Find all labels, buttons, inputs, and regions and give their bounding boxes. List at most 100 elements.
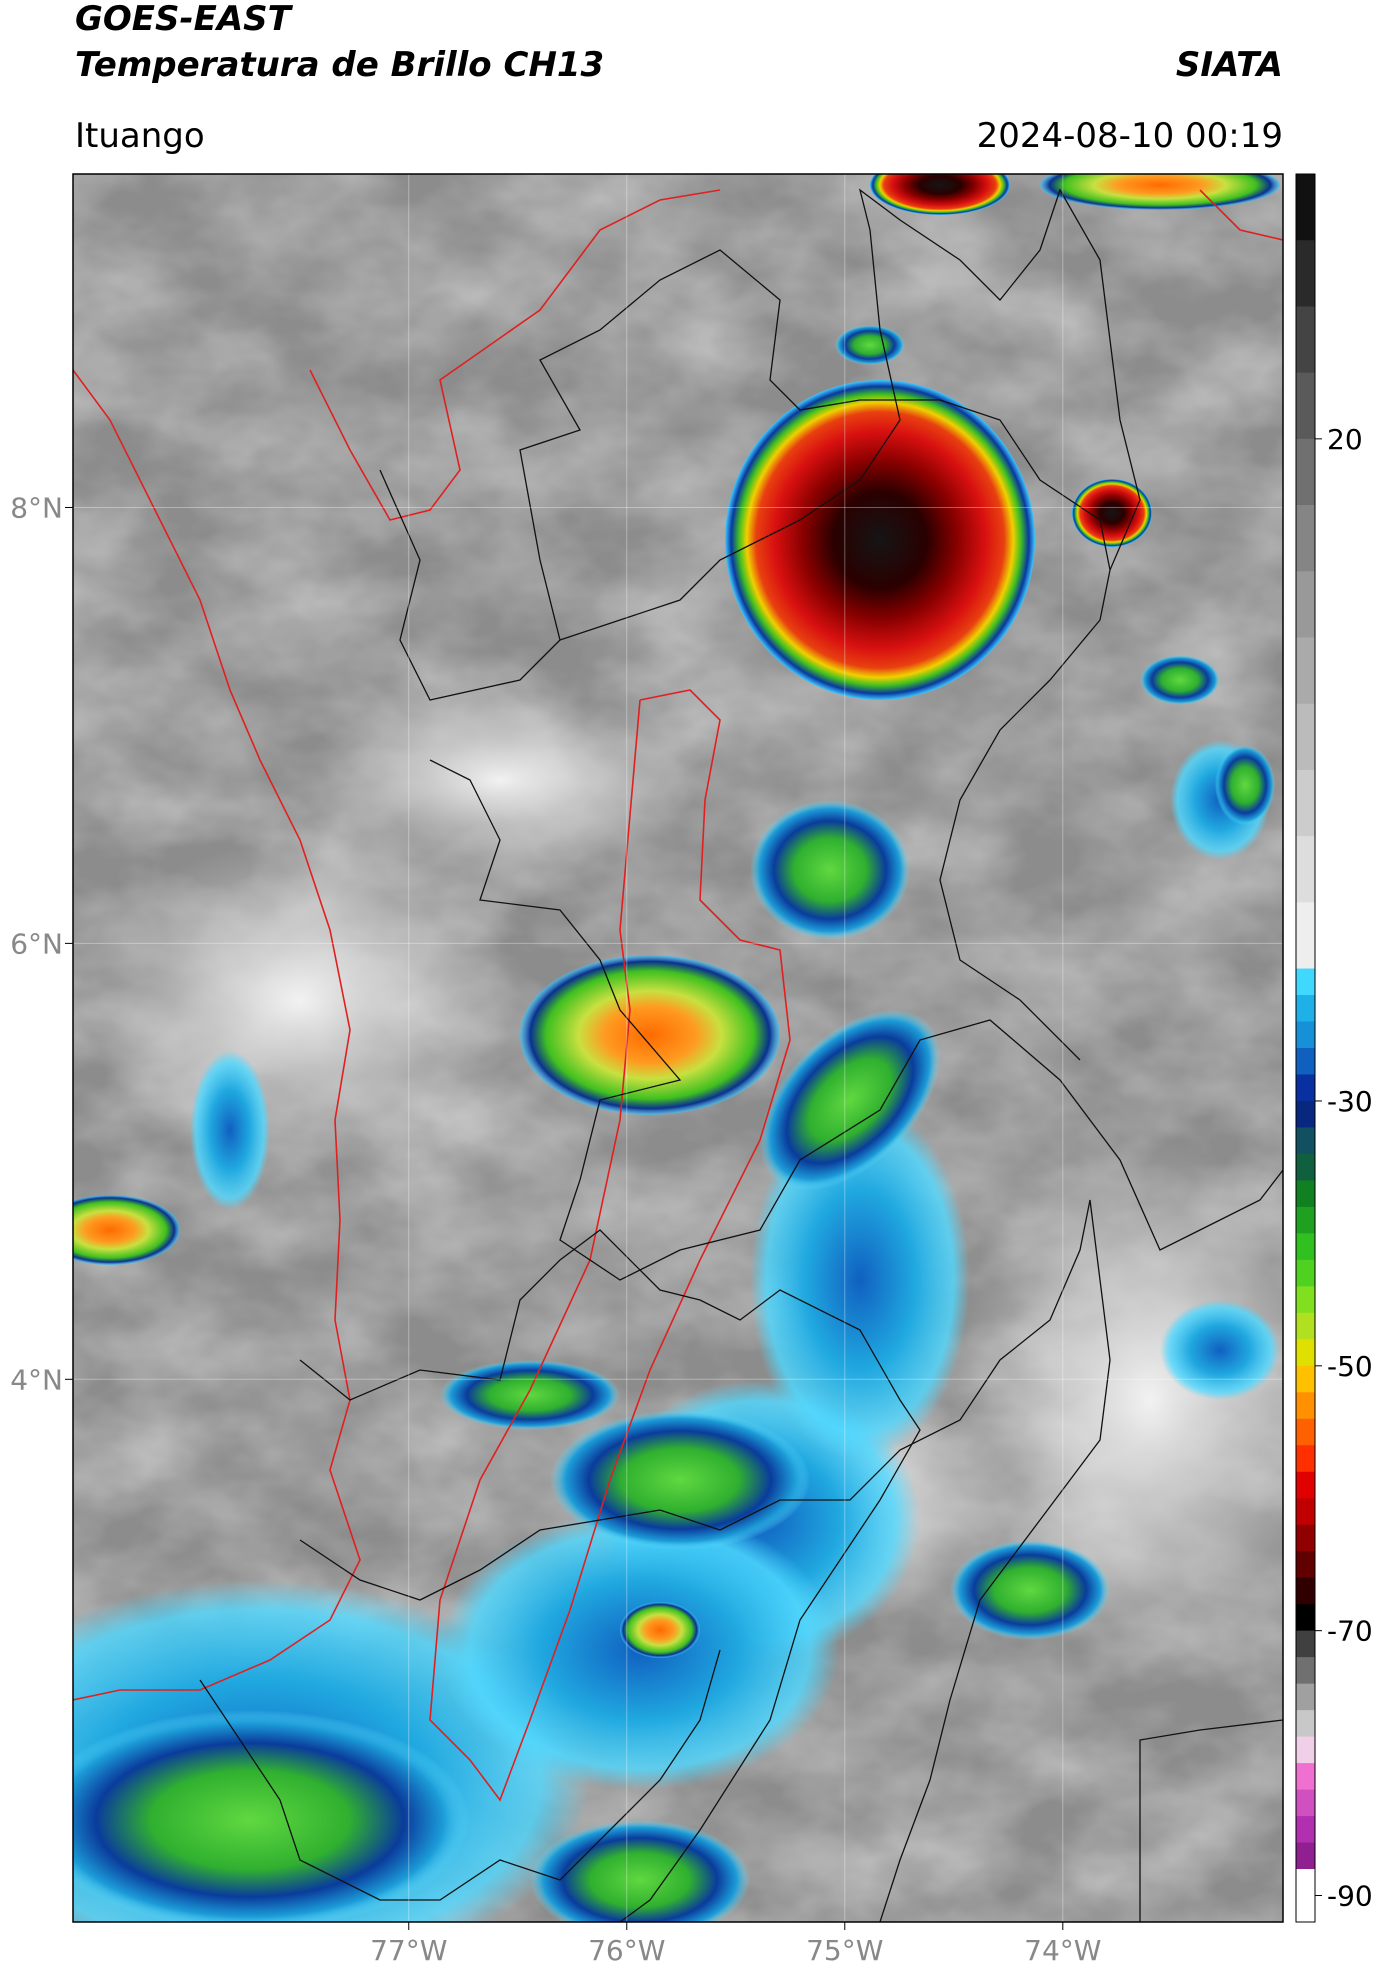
colorbar-band <box>1296 1048 1315 1075</box>
colorbar-band <box>1296 1021 1315 1049</box>
cloud <box>1140 655 1220 705</box>
storm <box>73 1195 180 1265</box>
cloud <box>73 1710 470 1922</box>
colorbar-band <box>1296 836 1315 903</box>
cloud <box>750 800 910 940</box>
storm <box>620 1602 700 1658</box>
colorbar-band <box>1296 571 1315 638</box>
colorbar-band <box>1296 1339 1315 1367</box>
colorbar-band <box>1296 1259 1315 1287</box>
colorbar-tick-label: -50 <box>1327 1350 1373 1383</box>
cloud <box>530 1820 750 1922</box>
cloud <box>759 1009 941 1191</box>
colorbar-band <box>1296 1657 1315 1685</box>
colorbar-band <box>1296 1180 1315 1208</box>
department-border <box>1199 189 1283 241</box>
colorbar-frame <box>1295 173 1316 1923</box>
cloud <box>550 1410 810 1550</box>
cloud <box>300 690 700 870</box>
colorbar-band <box>1296 372 1315 440</box>
colorbar-band <box>1296 1100 1315 1128</box>
colorbar-band <box>1296 1074 1315 1102</box>
department-border <box>309 189 721 521</box>
colorbar-band <box>1296 1365 1315 1393</box>
colorbar-band <box>1296 995 1315 1023</box>
organization: SIATA <box>1176 45 1283 85</box>
cloud <box>950 1540 1110 1640</box>
y-tick-label: 4°N <box>10 1363 63 1396</box>
colorbar-band <box>1296 703 1315 771</box>
y-tick-label: 8°N <box>10 491 63 524</box>
storm <box>520 955 780 1115</box>
department-border <box>199 1649 721 1901</box>
cloud <box>1160 1300 1280 1400</box>
colorbar-band <box>1296 1736 1315 1764</box>
colorbar-band <box>1296 1710 1315 1738</box>
cloud <box>1215 745 1275 825</box>
map-image <box>73 174 1283 1922</box>
x-tick-label: 74°W <box>1024 1934 1101 1967</box>
colorbar-band <box>1296 637 1315 705</box>
colorbar-band <box>1296 1127 1315 1155</box>
colorbar-tick-label: -90 <box>1327 1880 1373 1913</box>
storm <box>1072 479 1152 547</box>
location: Ituango <box>75 116 205 156</box>
colorbar-band <box>1296 1551 1315 1579</box>
colorbar-band <box>1296 1577 1315 1605</box>
colorbar-tick-label: 20 <box>1327 423 1363 456</box>
map-frame <box>72 173 1284 1923</box>
colorbar-band <box>1296 1498 1315 1526</box>
datetime: 2024-08-10 00:19 <box>977 116 1283 156</box>
colorbar-band <box>1296 769 1315 837</box>
colorbar-band <box>1296 1842 1315 1870</box>
colorbar-band <box>1296 1445 1315 1473</box>
storm <box>1040 174 1280 210</box>
colorbar-band <box>1296 1789 1315 1817</box>
colorbar-band <box>1296 902 1315 970</box>
colorbar-band <box>1296 240 1315 307</box>
cloud <box>835 325 905 365</box>
department-border <box>73 369 361 1701</box>
colorbar-band <box>1296 505 1315 572</box>
colorbar-band <box>1296 1233 1315 1261</box>
colorbar-band <box>1296 1683 1315 1711</box>
cloud <box>190 1050 270 1210</box>
colorbar-band <box>1296 1418 1315 1446</box>
colorbar-band <box>1296 1471 1315 1499</box>
department-border <box>1139 1719 1283 1922</box>
colorbar-tick-label: -30 <box>1327 1085 1373 1118</box>
colorbar-band <box>1296 174 1315 241</box>
colorbar-band <box>1296 968 1315 996</box>
colorbar-band <box>1296 306 1315 374</box>
colorbar-band <box>1296 1153 1315 1181</box>
colorbar-band <box>1296 1286 1315 1314</box>
colorbar-band <box>1296 438 1315 506</box>
colorbar-band <box>1296 1524 1315 1552</box>
x-tick-label: 75°W <box>806 1934 883 1967</box>
subtitle: Temperatura de Brillo CH13 <box>75 45 604 85</box>
colorbar-band <box>1296 1869 1315 1923</box>
colorbar-tick-label: -70 <box>1327 1615 1373 1648</box>
colorbar-band <box>1296 1206 1315 1234</box>
department-border <box>559 188 1141 641</box>
colorbar-band <box>1296 1630 1315 1658</box>
department-border <box>379 249 1111 1061</box>
cloud <box>80 840 520 1160</box>
colorbar-band <box>1296 1392 1315 1420</box>
y-tick-label: 6°N <box>10 927 63 960</box>
colorbar-band <box>1296 1816 1315 1844</box>
storm <box>725 380 1035 700</box>
storm <box>870 174 1010 215</box>
colorbar-band <box>1296 1312 1315 1340</box>
department-border <box>429 759 1283 1281</box>
colorbar-band <box>1296 1763 1315 1791</box>
cloud <box>440 1360 620 1430</box>
x-tick-label: 77°W <box>370 1934 447 1967</box>
colorbar-band <box>1296 1604 1315 1632</box>
x-tick-label: 76°W <box>588 1934 665 1967</box>
department-border <box>299 1199 1111 1922</box>
title: GOES-EAST <box>75 0 294 39</box>
department-border <box>299 1229 921 1922</box>
